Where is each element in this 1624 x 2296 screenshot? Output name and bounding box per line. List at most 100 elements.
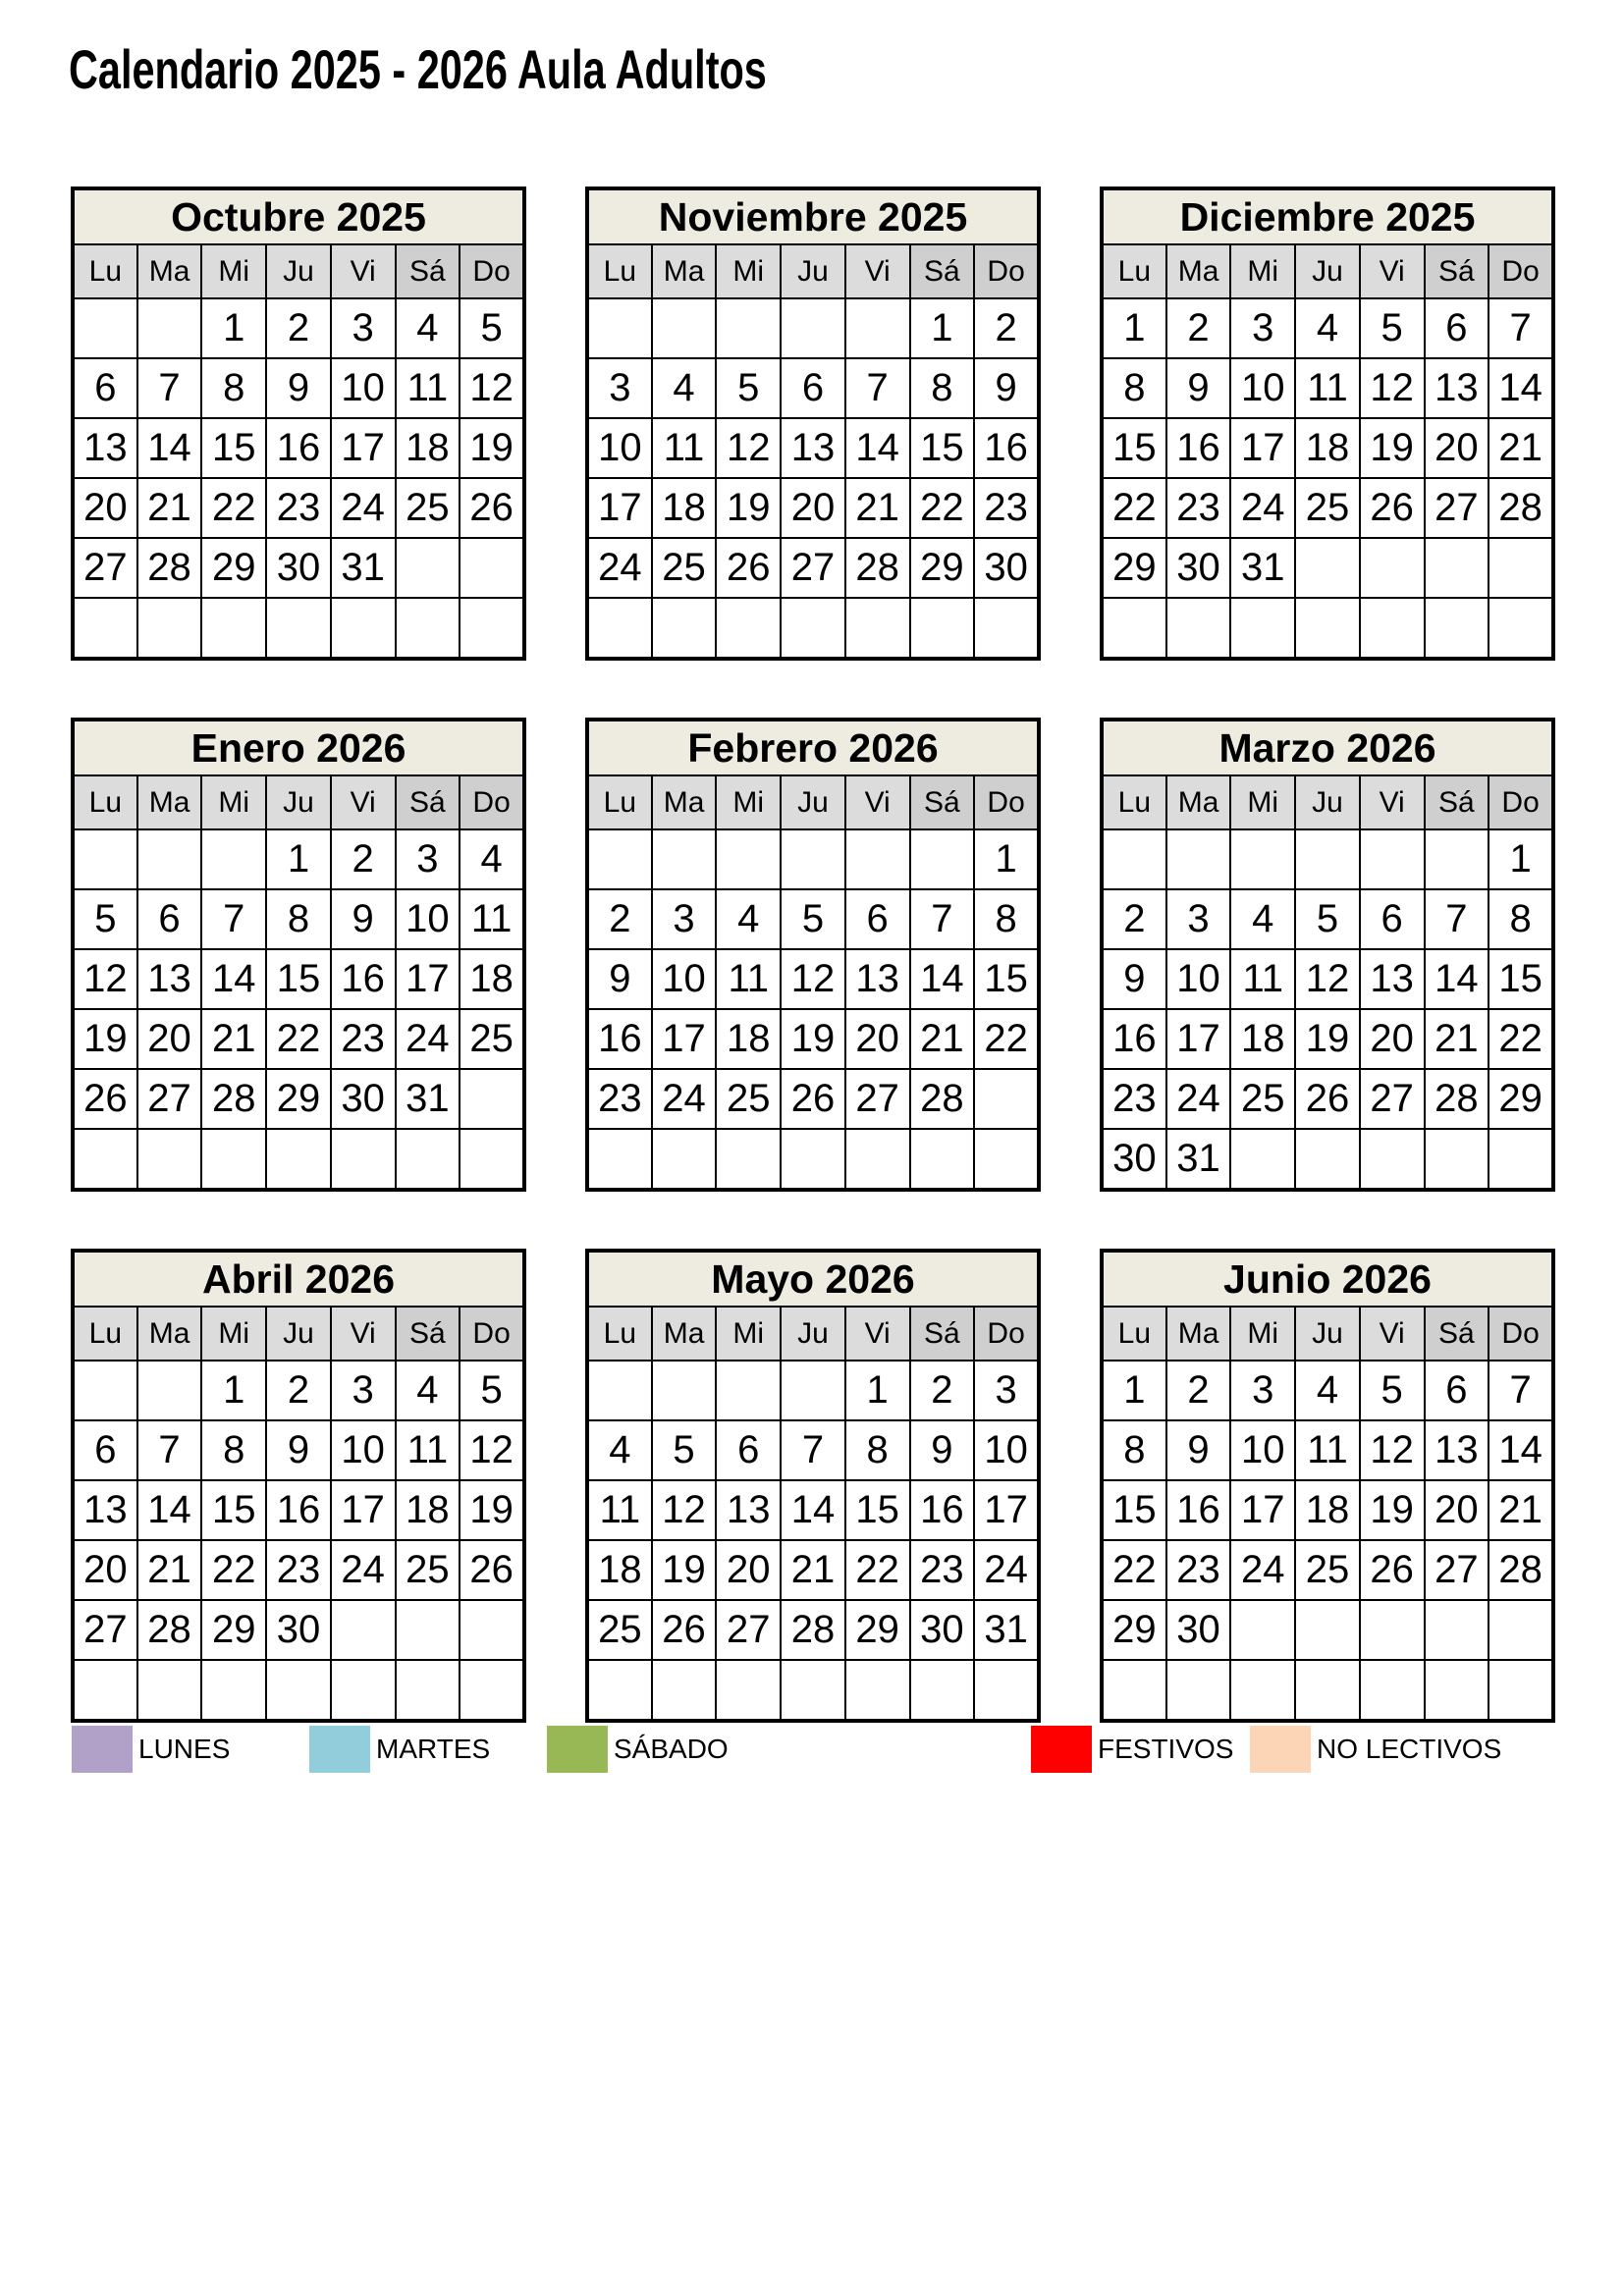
month-title: Junio 2026 — [1101, 1250, 1554, 1308]
legend: LUNES MARTES SÁBADO FESTIVOS NO LECTIVOS — [71, 1726, 1556, 1777]
empty-cell — [72, 597, 138, 660]
empty-cell — [1101, 597, 1167, 660]
day-cell: 12 — [650, 1479, 718, 1541]
day-cell: 25 — [650, 537, 718, 599]
empty-cell — [459, 597, 525, 660]
day-cell: 8 — [973, 888, 1040, 950]
day-cell: 9 — [1164, 357, 1232, 419]
empty-cell — [780, 1659, 846, 1722]
weekday-header: Do — [973, 1306, 1040, 1362]
weekday-header: Vi — [329, 774, 397, 830]
day-cell: 4 — [586, 1419, 653, 1481]
day-cell: 5 — [1358, 297, 1426, 359]
empty-cell — [586, 297, 653, 359]
day-cell: 2 — [1164, 297, 1232, 359]
empty-cell — [586, 828, 653, 890]
weekday-header: Lu — [586, 243, 653, 299]
empty-cell — [715, 297, 783, 359]
day-cell: 6 — [72, 1419, 138, 1481]
day-cell: 21 — [200, 1008, 268, 1070]
day-cell: 5 — [650, 1419, 718, 1481]
day-cell: 26 — [459, 1539, 525, 1601]
month-calendar-6: Abril 2026 Lu Ma Mi Ju Vi Sá Do 1 2 3 4 5 6 7 8 9 10 11 12 1… — [71, 1249, 526, 1723]
weekday-header: Do — [973, 774, 1040, 830]
legend-swatch-martes — [309, 1726, 370, 1773]
day-cell: 30 — [908, 1599, 976, 1661]
day-cell: 15 — [843, 1479, 911, 1541]
day-cell: 9 — [586, 948, 653, 1010]
day-cell: 1 — [973, 828, 1040, 890]
day-cell: 7 — [135, 1419, 203, 1481]
month-calendar-4: Febrero 2026 Lu Ma Mi Ju Vi Sá Do 1 2 3 4 5 6 7 8 9 10 11 1… — [585, 718, 1041, 1192]
day-cell: 6 — [715, 1419, 783, 1481]
day-cell: 1 — [908, 297, 976, 359]
day-cell: 7 — [843, 357, 911, 419]
day-cell: 17 — [329, 1479, 397, 1541]
empty-cell — [1294, 537, 1361, 599]
day-cell: 18 — [650, 477, 718, 539]
week-row — [586, 1128, 1040, 1191]
month-calendar-7: Mayo 2026 Lu Ma Mi Ju Vi Sá Do 1 2 3 4 5 6 7 8 9 10 11 12 13… — [585, 1249, 1041, 1723]
day-cell: 13 — [715, 1479, 783, 1541]
day-cell: 23 — [586, 1068, 653, 1130]
month-title: Noviembre 2025 — [586, 187, 1040, 245]
day-cell: 2 — [586, 888, 653, 950]
day-cell: 6 — [780, 357, 846, 419]
day-cell: 22 — [1101, 477, 1167, 539]
day-cell: 28 — [200, 1068, 268, 1130]
day-cell: 29 — [1101, 1599, 1167, 1661]
day-cell: 5 — [459, 297, 525, 359]
day-cell: 29 — [200, 537, 268, 599]
day-cell: 13 — [1358, 948, 1426, 1010]
empty-cell — [1358, 1659, 1426, 1722]
weekday-header: Ma — [135, 774, 203, 830]
day-cell: 24 — [1164, 1068, 1232, 1130]
weekday-header: Ma — [1164, 1306, 1232, 1362]
weekday-header: Vi — [329, 243, 397, 299]
day-cell: 20 — [843, 1008, 911, 1070]
day-cell: 7 — [908, 888, 976, 950]
empty-cell — [586, 1128, 653, 1191]
day-cell: 7 — [1423, 888, 1490, 950]
weekday-header: Lu — [72, 243, 138, 299]
day-cell: 1 — [1101, 297, 1167, 359]
day-cell: 30 — [329, 1068, 397, 1130]
weekday-header: Do — [973, 243, 1040, 299]
empty-cell — [908, 1128, 976, 1191]
day-cell: 12 — [715, 417, 783, 479]
weekday-header: Do — [459, 243, 525, 299]
day-cell: 12 — [1358, 357, 1426, 419]
weekday-header: Sá — [1423, 774, 1490, 830]
day-cell: 11 — [459, 888, 525, 950]
day-cell: 14 — [1488, 1419, 1554, 1481]
day-cell: 20 — [135, 1008, 203, 1070]
weekday-header: Vi — [329, 1306, 397, 1362]
legend-label: FESTIVOS — [1098, 1734, 1234, 1764]
week-row: 17 18 19 20 21 22 23 — [586, 477, 1040, 539]
day-cell: 19 — [1358, 417, 1426, 479]
day-cell: 14 — [1488, 357, 1554, 419]
day-cell: 16 — [1164, 417, 1232, 479]
empty-cell — [1229, 1599, 1297, 1661]
day-cell: 28 — [1488, 1539, 1554, 1601]
weekday-header: Ju — [1294, 243, 1361, 299]
legend-label: LUNES — [138, 1734, 231, 1764]
empty-cell — [650, 1128, 718, 1191]
day-cell: 10 — [329, 1419, 397, 1481]
empty-cell — [1294, 1599, 1361, 1661]
day-cell: 31 — [394, 1068, 461, 1130]
weekday-header: Sá — [908, 1306, 976, 1362]
day-cell: 21 — [1488, 1479, 1554, 1541]
day-cell: 20 — [1423, 417, 1490, 479]
weekday-header: Lu — [1101, 1306, 1167, 1362]
weekday-header: Do — [1488, 774, 1554, 830]
day-cell: 17 — [1164, 1008, 1232, 1070]
empty-cell — [1488, 1128, 1554, 1191]
empty-cell — [265, 1128, 332, 1191]
empty-cell — [265, 597, 332, 660]
day-cell: 12 — [459, 357, 525, 419]
day-cell: 9 — [265, 357, 332, 419]
day-cell: 13 — [135, 948, 203, 1010]
